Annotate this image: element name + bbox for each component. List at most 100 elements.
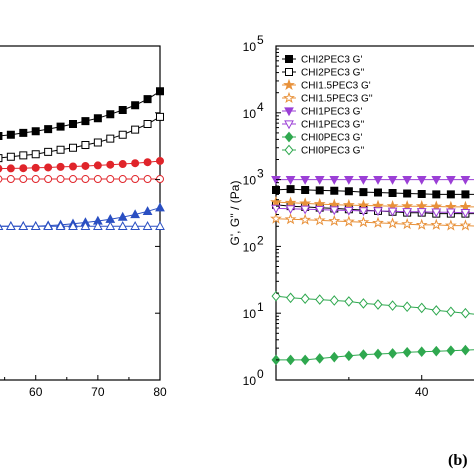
right-series-3-point [430,218,443,230]
right-series-4-point [387,175,398,185]
left-series-2-point [19,164,28,173]
right-series-7-point [402,301,412,313]
right-series-7-point [315,294,325,305]
left-series-0-point [69,119,77,128]
left-series-3-point [143,175,152,184]
right-y-tick-label: 10 [243,240,257,254]
right-series-3-point [444,219,457,231]
right-series-3-point [386,217,399,229]
left-series-3-point [156,175,164,184]
right-series-0-point [432,190,441,199]
right-series-3-point [284,213,297,225]
right-series-7-point [286,292,296,304]
right-series-2-point [430,200,443,212]
right-series-6-point [315,353,325,364]
left-series-0-point [118,106,127,115]
left-series-0-point [143,95,152,104]
right-series-4-point [314,175,325,185]
left-series-5-point [130,221,141,230]
right-series-6-point [388,348,398,359]
left-series-3-point [69,175,77,184]
left-panel: 60 70 80 [0,45,167,399]
left-series-1-point [69,143,77,152]
left-series-0-point [31,127,40,136]
right-series-5-point [285,205,296,215]
left-series-4-point [142,206,153,215]
right-series-4-point [285,175,296,185]
left-series-0-point [81,117,90,126]
left-series-5-point [92,221,103,230]
right-series-2-point [459,200,472,212]
right-series-7-point [431,305,441,316]
right-series-0-point [359,188,368,197]
right-series-2-point [415,199,428,212]
left-series-1-point [118,130,127,139]
right-series-4-point [358,175,369,185]
left-series-2-point [31,163,40,172]
left-series-3-point [118,175,127,184]
left-series-0-point [56,122,65,131]
legend-label: CHI1.5PEC3 G' [301,81,371,92]
left-series-1-point [143,119,152,128]
right-series-3-point [415,218,428,230]
left-series-5-point [68,221,78,230]
right-series-6-point [402,346,412,358]
legend-marker [284,107,294,117]
legend-label: CHI1.5PEC3 G'' [301,94,373,105]
right-y-tick-label: 10 [243,307,257,321]
right-series-6-point [300,354,310,366]
right-series-7-point [446,306,456,318]
left-series-5-point [80,221,91,230]
panel-label: (b) [448,452,468,469]
left-x-tick-label: 80 [153,385,167,399]
right-series-7-point [358,298,368,309]
right-series-5-point [460,209,471,218]
right-series-7-point [344,296,354,307]
right-series-5-point [387,207,398,217]
right-series-6-point [431,345,441,357]
left-series-1-point [56,145,65,154]
left-series-3-point [131,175,140,184]
right-series-2-point [270,195,282,208]
right-y-axis-label: G', G'' / (Pa) [228,181,242,246]
left-series-2-point [56,162,65,171]
left-series-3-point [106,175,115,184]
left-x-tick-label: 70 [91,385,105,399]
left-series-0-point [6,130,15,139]
right-y-tick-exponent: 1 [257,300,264,314]
left-series-3-point [56,175,65,184]
right-series-0-point [301,185,310,194]
left-series-2-point [143,158,152,167]
left-series-2-point [93,161,102,170]
right-series-5-point [271,204,281,214]
right-series-0-point [344,187,353,196]
right-series-5-point [445,208,456,218]
right-series-5-point [431,208,442,218]
left-series-5-point [5,221,16,230]
right-series-6-point [329,351,339,363]
left-series-5-point [142,221,153,230]
legend-marker [285,55,293,63]
right-y-tick-label: 10 [243,40,257,54]
left-series-2-point [44,163,53,172]
left-series-5-point [105,221,116,230]
left-series-1-point [0,154,3,163]
right-series-0-point [461,190,470,199]
right-series-2-point [299,197,312,209]
right-series-7-point [460,307,470,319]
right-series-6-point [344,350,354,362]
left-series-0-point [19,128,28,137]
right-series-6-point [373,348,383,360]
right-series-0-point [403,189,412,198]
right-y-tick-exponent: 5 [257,33,264,47]
legend-label: CHI1PEC3 G'' [301,120,364,131]
right-series-2-point [284,196,297,208]
legend-marker [284,120,294,130]
right-y-tick-label: 10 [243,174,257,188]
left-series-2-point [6,164,15,173]
left-series-1-point [6,152,15,161]
left-series-0-point [93,114,102,123]
right-series-5-point [343,206,354,216]
left-series-5-point [155,221,165,230]
left-series-1-point [81,140,90,149]
